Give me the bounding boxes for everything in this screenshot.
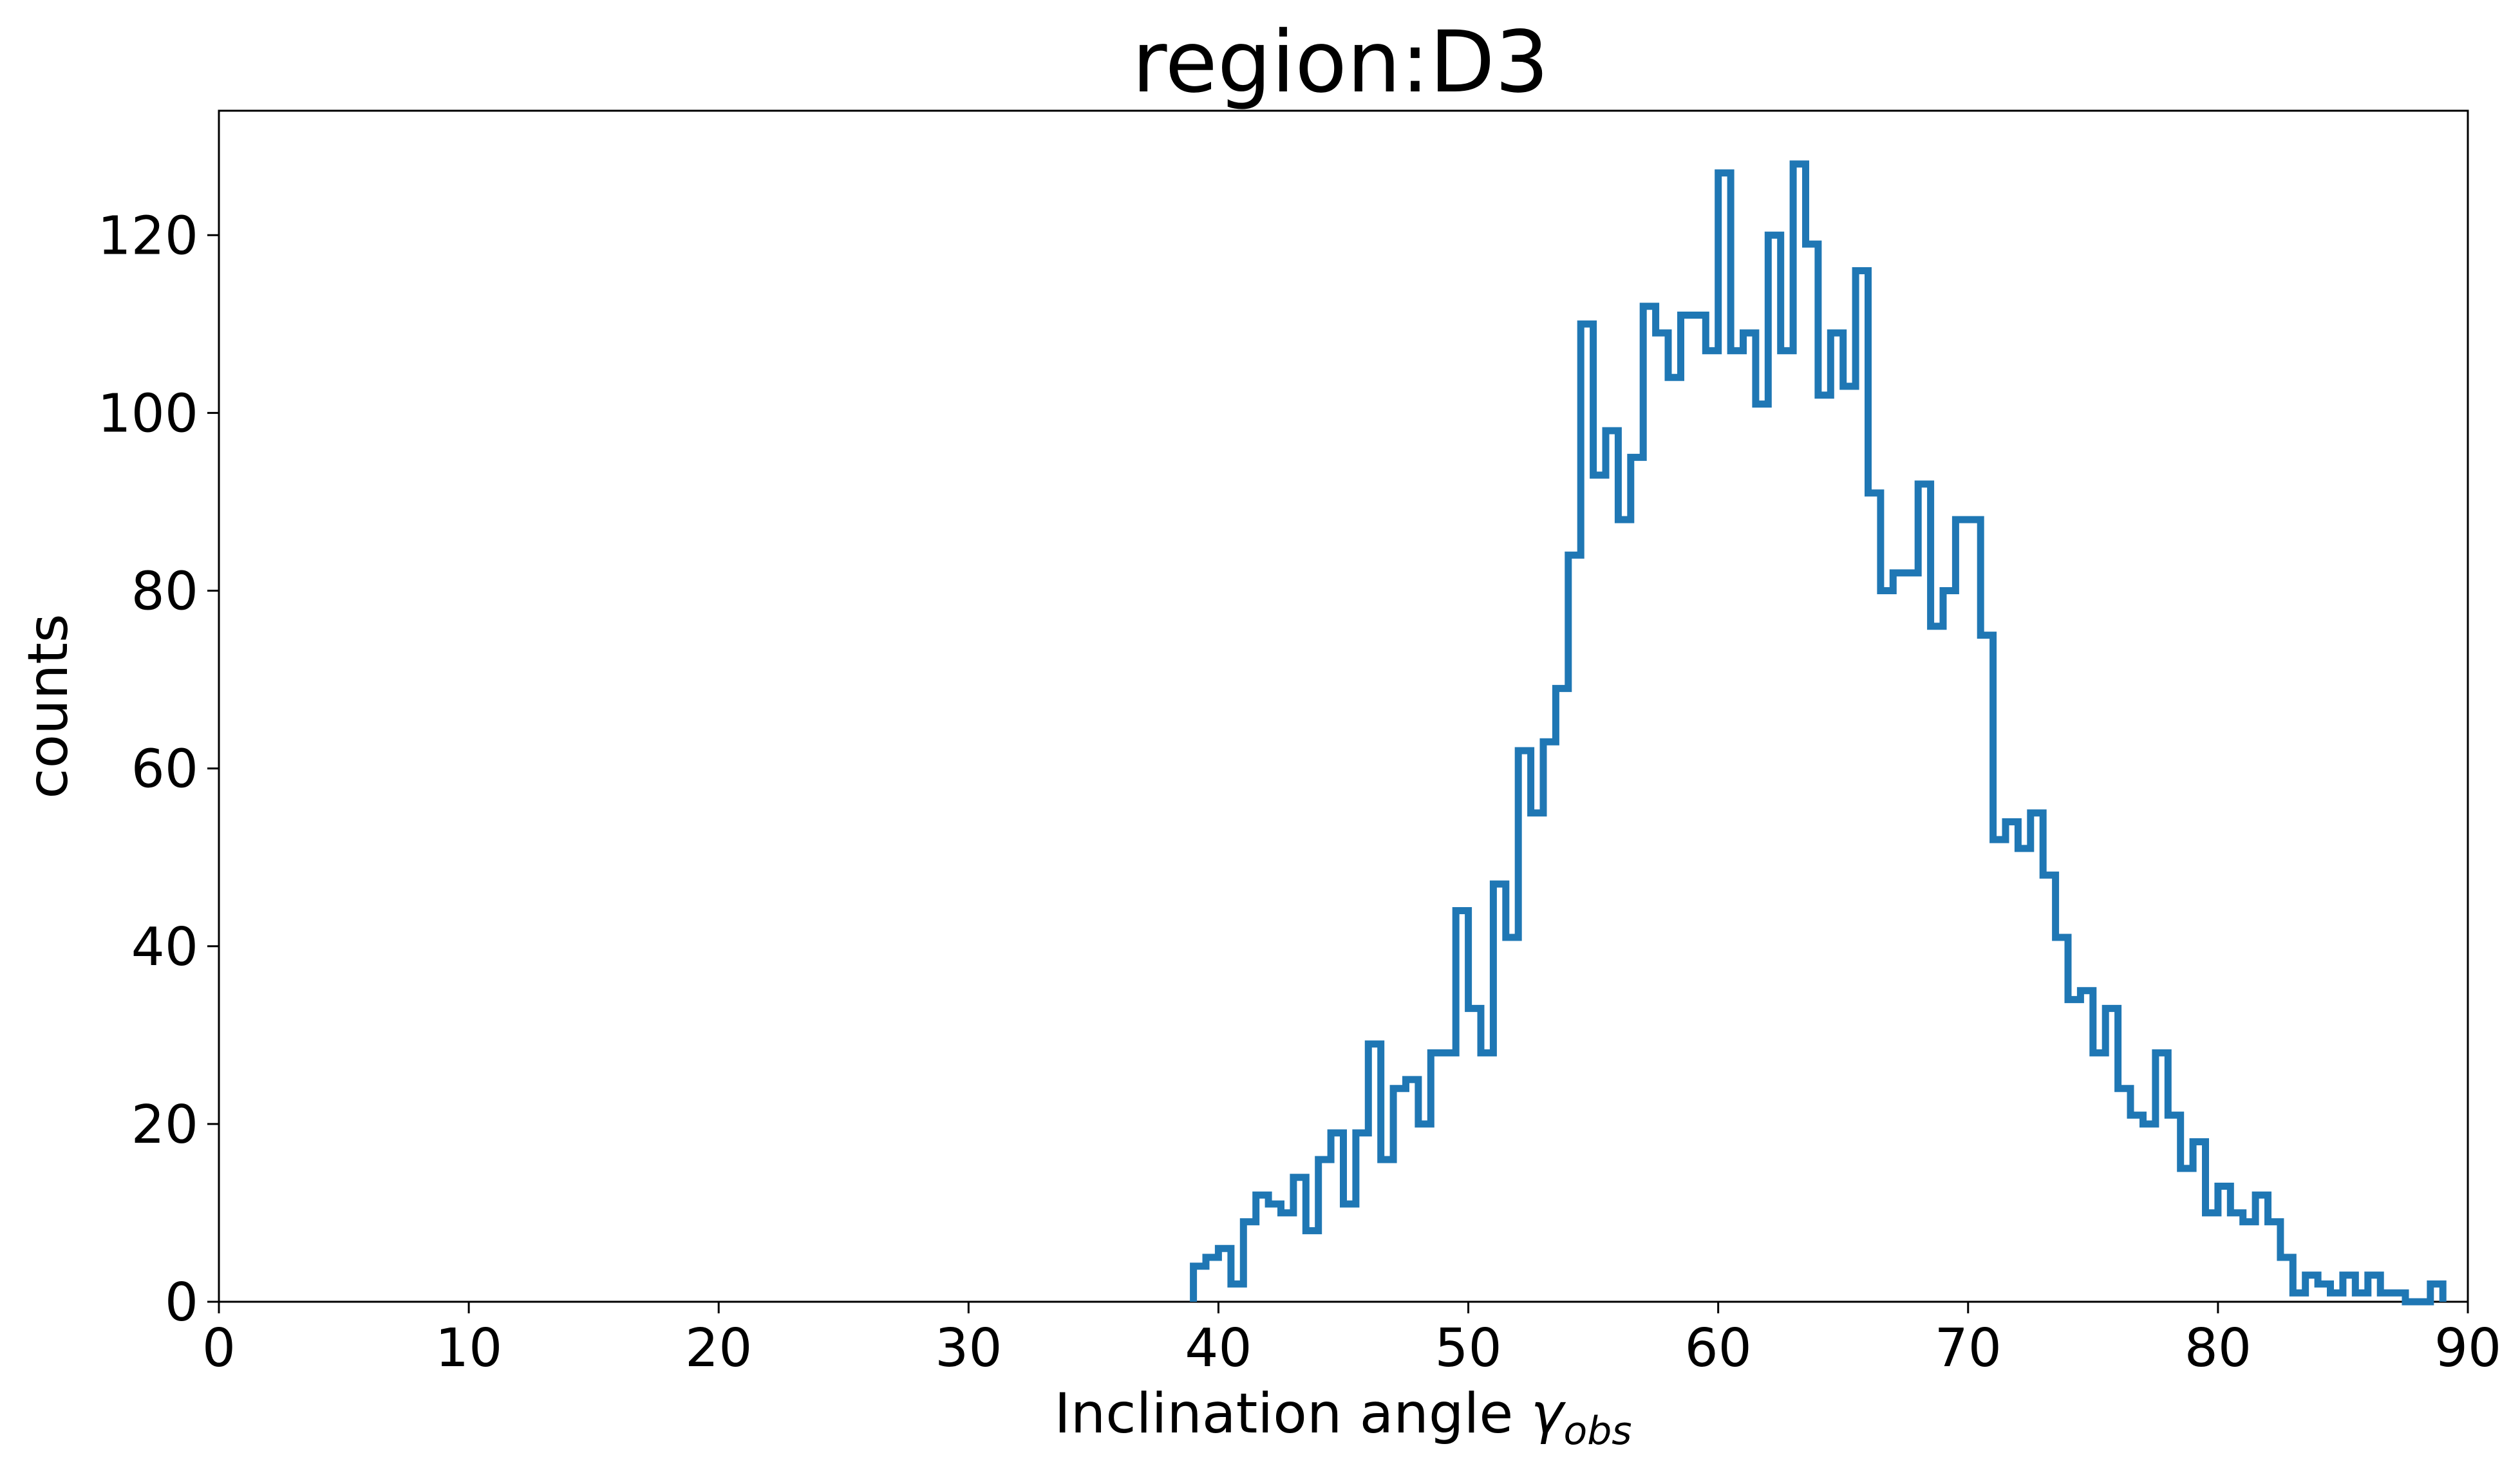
chart-title: region:D3: [1132, 13, 1549, 112]
plot-area: [218, 109, 2469, 1306]
x-tick-label: 0: [202, 1318, 236, 1379]
y-tick-label: 100: [97, 383, 198, 444]
x-axis-label: Inclination angle γobs: [1054, 1382, 1631, 1454]
x-tick-label: 80: [2185, 1318, 2252, 1379]
y-tick-label: 40: [131, 917, 198, 978]
x-axis-label-text: Inclination angle: [1054, 1382, 1530, 1446]
x-tick-label: 10: [435, 1318, 502, 1379]
y-tick-label: 80: [131, 561, 198, 623]
x-tick-label: 50: [1434, 1318, 1501, 1379]
x-tick-label: 70: [1935, 1318, 2002, 1379]
y-axis-label: counts: [16, 614, 80, 798]
y-tick-label: 120: [97, 205, 198, 267]
histogram-step-line: [1190, 160, 2447, 1306]
x-tick-label: 40: [1185, 1318, 1252, 1379]
x-tick-label: 90: [2434, 1318, 2501, 1379]
x-axis-label-symbol: γ: [1531, 1382, 1566, 1446]
y-axis-ticks: 0 20 40 60 80 100 120: [97, 205, 219, 1333]
x-tick-label: 20: [685, 1318, 752, 1379]
x-axis-label-subscript: obs: [1564, 1409, 1632, 1454]
plot-frame: [218, 109, 2469, 1303]
y-tick-label: 60: [131, 739, 198, 800]
x-tick-label: 60: [1684, 1318, 1751, 1379]
x-axis-ticks: 0 10 20 30 40 50 60 70 80 90: [202, 1302, 2501, 1379]
y-tick-label: 20: [131, 1094, 198, 1156]
y-tick-label: 0: [165, 1272, 198, 1333]
x-tick-label: 30: [935, 1318, 1002, 1379]
